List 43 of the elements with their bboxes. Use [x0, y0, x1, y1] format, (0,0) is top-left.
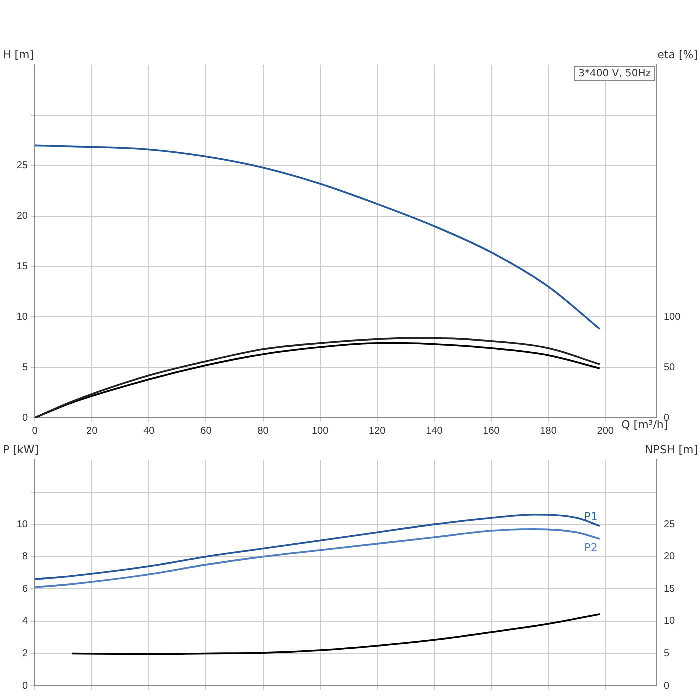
x-tick-label: 120: [369, 426, 386, 437]
x-tick-label: 200: [597, 426, 614, 437]
y-axis-title: P [kW]: [3, 443, 39, 456]
y-tick-label: 6: [22, 584, 28, 595]
y-tick-label: 5: [22, 362, 28, 374]
y2-tick-label: 100: [664, 312, 682, 323]
y-axis-title: H [m]: [3, 48, 34, 62]
y2-tick-label: 5: [664, 648, 670, 660]
x-tick-label: 180: [540, 426, 558, 437]
y-tick-label: 25: [16, 160, 28, 172]
y-tick-label: 20: [16, 211, 28, 222]
x-tick-label: 20: [86, 426, 98, 437]
y-tick-label: 0: [22, 412, 28, 424]
x-tick-label: 60: [200, 426, 212, 437]
y2-tick-label: 10: [664, 616, 676, 628]
y2-tick-label: 50: [664, 362, 676, 374]
x-tick-label: 0: [32, 426, 38, 437]
series-label: P2: [584, 541, 598, 554]
y-tick-label: 15: [16, 261, 28, 272]
y2-tick-label: 0: [664, 412, 670, 424]
y-tick-label: 8: [22, 552, 28, 563]
y2-axis-title: eta [%]: [658, 48, 698, 62]
y2-tick-label: 20: [664, 552, 676, 563]
y2-tick-label: 15: [664, 584, 676, 595]
line-series: [35, 528, 601, 588]
line-series: [35, 514, 601, 580]
y2-tick-label: 25: [664, 519, 676, 530]
y-tick-label: 2: [22, 648, 28, 660]
y-tick-label: 10: [16, 519, 28, 530]
y-tick-label: 4: [22, 616, 28, 628]
x-tick-label: 160: [483, 426, 500, 437]
y-tick-label: 0: [22, 680, 28, 692]
y-tick-label: 10: [16, 312, 28, 323]
y2-axis-title: NPSH [m]: [645, 443, 698, 456]
line-series: [71, 613, 601, 656]
x-tick-label: 40: [144, 426, 156, 437]
x-tick-label: 80: [258, 426, 270, 437]
line-series: [35, 144, 601, 330]
series-label: P1: [584, 510, 598, 524]
x-tick-label: 100: [312, 426, 330, 437]
annotation: 3*400 V, 50Hz: [578, 68, 652, 80]
x-tick-label: 140: [426, 426, 444, 437]
y2-tick-label: 0: [664, 680, 670, 692]
